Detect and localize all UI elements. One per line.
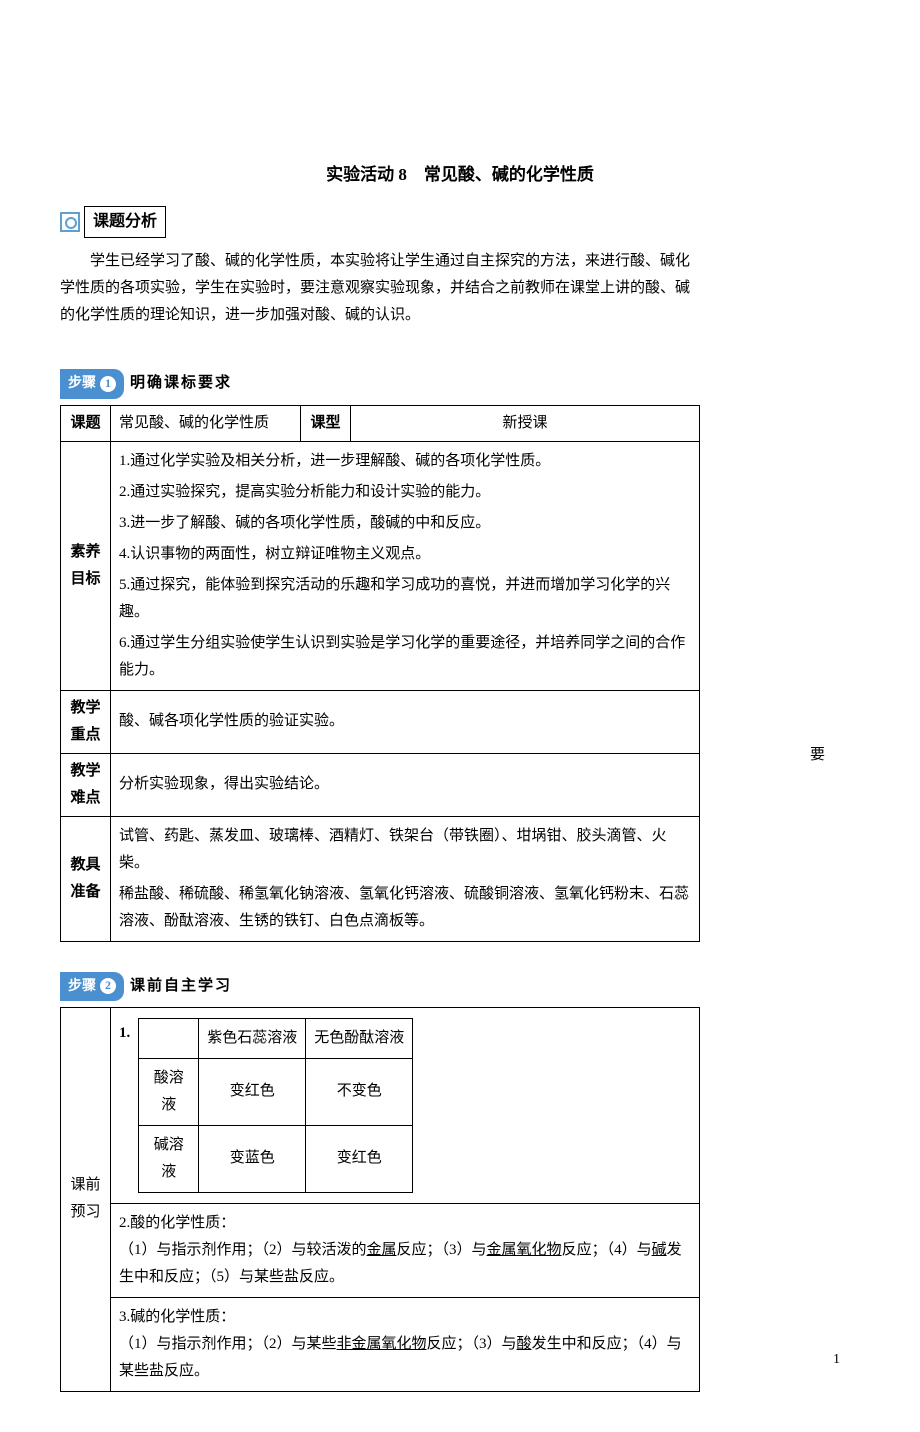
analysis-header: 课题分析 (60, 206, 860, 239)
step1-number: 1 (100, 376, 116, 392)
tool-label: 教具准备 (61, 816, 111, 941)
step2-number: 2 (100, 978, 116, 994)
item2-u3: 碱 (652, 1242, 667, 1258)
table-row: 课题 常见酸、碱的化学性质 课型 新授课 (61, 405, 700, 441)
step1-header: 步骤 1 明确课标要求 (60, 369, 860, 398)
table-row: 酸溶液 变红色 不变色 (139, 1058, 413, 1125)
step2-badge: 步骤 2 (60, 972, 124, 1001)
cell-1-2: 不变色 (306, 1058, 413, 1125)
item3-u2: 酸 (517, 1336, 532, 1352)
item2-title: 2.酸的化学性质： (119, 1210, 691, 1237)
table-row: 课前预习 1. 紫色石蕊溶液 无色酚酞溶液 酸溶液 变红色 不变色 (61, 1007, 700, 1203)
table-row: 紫色石蕊溶液 无色酚酞溶液 (139, 1018, 413, 1058)
topic-label: 课题 (61, 405, 111, 441)
key-label: 教学重点 (61, 690, 111, 753)
row-label-2: 碱溶液 (139, 1125, 199, 1192)
table-row: 教学重点 酸、碱各项化学性质的验证实验。 (61, 690, 700, 753)
key-value: 酸、碱各项化学性质的验证实验。 (111, 690, 700, 753)
col-header-1: 紫色石蕊溶液 (199, 1018, 306, 1058)
table-row: 碱溶液 变蓝色 变红色 (139, 1125, 413, 1192)
table-row: 素养目标 1.通过化学实验及相关分析，进一步理解酸、碱的各项化学性质。 2.通过… (61, 441, 700, 690)
goal-6: 6.通过学生分组实验使学生认识到实验是学习化学的重要途径，并培养同学之间的合作能… (119, 628, 691, 686)
diff-value: 分析实验现象，得出实验结论。 (111, 753, 700, 816)
item3-p0: （1）与指示剂作用；（2）与某些 (119, 1336, 337, 1352)
preview-table: 课前预习 1. 紫色石蕊溶液 无色酚酞溶液 酸溶液 变红色 不变色 (60, 1007, 700, 1392)
topic-value: 常见酸、碱的化学性质 (111, 405, 301, 441)
preview-item-2: 2.酸的化学性质： （1）与指示剂作用；（2）与较活泼的金属反应；（3）与金属氧… (111, 1203, 700, 1297)
analysis-title: 课题分析 (84, 206, 166, 239)
requirements-table: 课题 常见酸、碱的化学性质 课型 新授课 素养目标 1.通过化学实验及相关分析，… (60, 405, 700, 942)
diff-label: 教学难点 (61, 753, 111, 816)
step2-header: 步骤 2 课前自主学习 (60, 972, 860, 1001)
analysis-icon (60, 212, 80, 232)
cell-2-1: 变蓝色 (199, 1125, 306, 1192)
type-label: 课型 (301, 405, 351, 441)
item3-p2: 反应；（3）与 (427, 1336, 517, 1352)
item2-p4: 反应；（4）与 (562, 1242, 652, 1258)
page-container: 实验活动 8 常见酸、碱的化学性质 课题分析 学生已经学习了酸、碱的化学性质，本… (60, 160, 860, 1392)
preview-label: 课前预习 (61, 1007, 111, 1391)
page-number: 1 (833, 1347, 840, 1372)
item3-title: 3.碱的化学性质： (119, 1304, 691, 1331)
side-note: 要 (810, 742, 825, 769)
step2-badge-text: 步骤 (68, 974, 96, 999)
type-value: 新授课 (351, 405, 700, 441)
indicator-table: 紫色石蕊溶液 无色酚酞溶液 酸溶液 变红色 不变色 碱溶液 变蓝色 变红色 (138, 1018, 413, 1193)
item2-p2: 反应；（3）与 (397, 1242, 487, 1258)
step1-title: 明确课标要求 (130, 370, 232, 397)
goal-3: 3.进一步了解酸、碱的各项化学性质，酸碱的中和反应。 (119, 508, 691, 539)
step2-title: 课前自主学习 (130, 973, 232, 1000)
goal-1: 1.通过化学实验及相关分析，进一步理解酸、碱的各项化学性质。 (119, 446, 691, 477)
step1-badge-text: 步骤 (68, 371, 96, 396)
row-label-1: 酸溶液 (139, 1058, 199, 1125)
item2-content: （1）与指示剂作用；（2）与较活泼的金属反应；（3）与金属氧化物反应；（4）与碱… (119, 1237, 691, 1291)
goal-cell: 1.通过化学实验及相关分析，进一步理解酸、碱的各项化学性质。 2.通过实验探究，… (111, 441, 700, 690)
item2-p0: （1）与指示剂作用；（2）与较活泼的 (119, 1242, 367, 1258)
tool-cell: 试管、药匙、蒸发皿、玻璃棒、酒精灯、铁架台（带铁圈）、坩埚钳、胶头滴管、火柴。 … (111, 816, 700, 941)
analysis-text: 学生已经学习了酸、碱的化学性质，本实验将让学生通过自主探究的方法，来进行酸、碱化… (60, 248, 700, 329)
table-row: 教具准备 试管、药匙、蒸发皿、玻璃棒、酒精灯、铁架台（带铁圈）、坩埚钳、胶头滴管… (61, 816, 700, 941)
goal-5: 5.通过探究，能体验到探究活动的乐趣和学习成功的喜悦，并进而增加学习化学的兴趣。 (119, 570, 691, 628)
item1-num: 1. (119, 1020, 130, 1047)
item2-u1: 金属 (367, 1242, 397, 1258)
table-row: 教学难点 分析实验现象，得出实验结论。 (61, 753, 700, 816)
cell-1-1: 变红色 (199, 1058, 306, 1125)
preview-item-3: 3.碱的化学性质： （1）与指示剂作用；（2）与某些非金属氧化物反应；（3）与酸… (111, 1297, 700, 1391)
document-title: 实验活动 8 常见酸、碱的化学性质 (60, 160, 860, 191)
item2-u2: 金属氧化物 (487, 1242, 562, 1258)
item3-u1: 非金属氧化物 (337, 1336, 427, 1352)
goal-label: 素养目标 (61, 441, 111, 690)
goal-2: 2.通过实验探究，提高实验分析能力和设计实验的能力。 (119, 477, 691, 508)
goal-4: 4.认识事物的两面性，树立辩证唯物主义观点。 (119, 539, 691, 570)
col-header-2: 无色酚酞溶液 (306, 1018, 413, 1058)
table-row: 3.碱的化学性质： （1）与指示剂作用；（2）与某些非金属氧化物反应；（3）与酸… (61, 1297, 700, 1391)
step1-badge: 步骤 1 (60, 369, 124, 398)
blank-header (139, 1018, 199, 1058)
cell-2-2: 变红色 (306, 1125, 413, 1192)
table-row: 2.酸的化学性质： （1）与指示剂作用；（2）与较活泼的金属反应；（3）与金属氧… (61, 1203, 700, 1297)
preview-item-1: 1. 紫色石蕊溶液 无色酚酞溶液 酸溶液 变红色 不变色 (111, 1007, 700, 1203)
item3-content: （1）与指示剂作用；（2）与某些非金属氧化物反应；（3）与酸发生中和反应；（4）… (119, 1331, 691, 1385)
tool-value-2: 稀盐酸、稀硫酸、稀氢氧化钠溶液、氢氧化钙溶液、硫酸铜溶液、氢氧化钙粉末、石蕊溶液… (119, 879, 691, 937)
tool-value-1: 试管、药匙、蒸发皿、玻璃棒、酒精灯、铁架台（带铁圈）、坩埚钳、胶头滴管、火柴。 (119, 821, 691, 879)
